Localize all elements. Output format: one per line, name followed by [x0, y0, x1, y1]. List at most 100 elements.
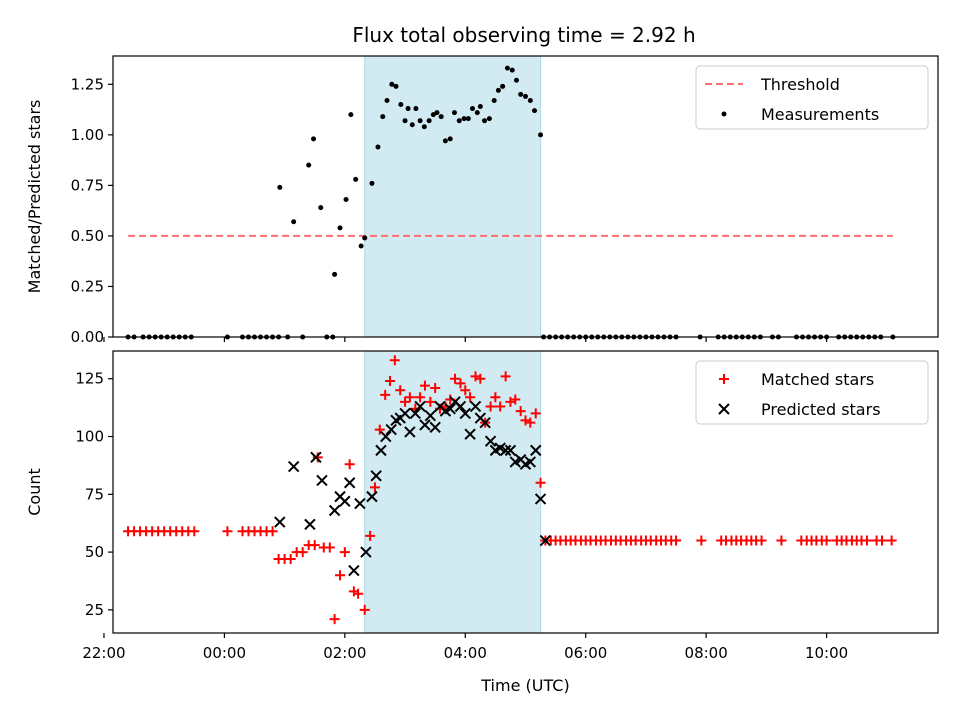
matched-star-point [189, 526, 200, 537]
matched-star-point [285, 554, 296, 565]
matched-star-point [380, 389, 391, 400]
top-legend: Threshold Measurements [695, 65, 929, 130]
legend-label: Threshold [760, 75, 840, 94]
measurement-point [362, 235, 368, 241]
predicted-star-point [524, 456, 537, 468]
matched-star-point [525, 417, 536, 428]
bottom-y-tick-label: 100 [75, 428, 104, 446]
matched-star-point [485, 401, 496, 412]
predicted-star-point [459, 407, 471, 420]
measurement-point [405, 106, 411, 112]
bottom-y-tick-label: 50 [85, 543, 104, 561]
predicted-star-point [539, 534, 552, 547]
matched-star-point [267, 526, 278, 537]
matched-star-point [500, 371, 511, 382]
measurement-point [369, 180, 375, 186]
x-tick-label: 00:00 [203, 644, 246, 662]
measurement-point [402, 118, 408, 124]
measurement-point [518, 91, 524, 97]
measurement-point [398, 102, 404, 108]
measurement-point [343, 197, 349, 203]
x-tick-label: 04:00 [444, 644, 487, 662]
measurement-point [447, 136, 453, 142]
predicted-star-point [343, 477, 356, 489]
measurement-point [291, 219, 297, 225]
bottom-y-tick-label: 25 [85, 601, 104, 619]
predicted-star-point [328, 504, 341, 517]
matched-star-point [419, 380, 430, 391]
matched-star-point [490, 392, 501, 403]
predicted-star-point [409, 407, 422, 420]
top-y-tick-label: 1.00 [71, 126, 104, 144]
predicted-star-point [366, 490, 378, 503]
legend-matched-swatch [719, 374, 729, 384]
measurement-point [426, 118, 432, 124]
measurement-point [504, 65, 510, 71]
matched-star-point [324, 542, 335, 553]
legend-predicted-swatch [718, 403, 730, 415]
top-y-tick-label: 0.50 [71, 227, 104, 245]
predicted-star-point [316, 474, 328, 487]
matched-star-point [297, 547, 308, 558]
predicted-star-point [429, 421, 441, 433]
matched-star-point [465, 392, 476, 403]
matched-star-point [335, 570, 346, 581]
predicted-star-point [424, 410, 437, 422]
measurement-point [513, 77, 519, 83]
measurement-point [470, 106, 476, 112]
predicted-star-point [404, 426, 416, 438]
matched-star-point [696, 535, 707, 546]
x-tick-label: 08:00 [685, 644, 728, 662]
predicted-star-point [399, 407, 411, 420]
legend-measurements-swatch [721, 111, 727, 117]
matched-star-point [505, 396, 516, 407]
matched-star-point [886, 535, 897, 546]
matched-star-point [369, 482, 380, 493]
x-tick-label: 10:00 [805, 644, 848, 662]
measurement-point [318, 205, 324, 211]
measurement-point [491, 97, 497, 103]
bottom-legend-box [695, 360, 929, 425]
predicted-star-point [469, 400, 482, 413]
top-axes-frame [112, 55, 939, 338]
matched-star-point [365, 530, 376, 541]
matched-star-point [222, 526, 233, 537]
top-y-tick-label: 0.00 [71, 328, 104, 346]
measurement-point [442, 138, 448, 144]
matched-star-point [510, 394, 521, 405]
x-tick-label: 02:00 [323, 644, 366, 662]
measurement-point [358, 243, 364, 249]
measurement-point [337, 225, 343, 231]
matched-star-point [312, 452, 323, 463]
measurement-point [413, 106, 419, 112]
measurement-point [393, 83, 399, 89]
predicted-star-point [534, 493, 547, 505]
measurement-point [375, 144, 381, 150]
measurement-point [477, 104, 483, 110]
top-y-axis-label: Matched/Predicted stars [25, 100, 44, 294]
matched-star-point [389, 355, 400, 366]
measurement-point [500, 83, 506, 89]
matched-star-point [425, 396, 436, 407]
bottom-axes-frame [112, 350, 939, 634]
measurement-point [495, 87, 501, 93]
matched-star-point [455, 378, 466, 389]
matched-star-point [475, 373, 486, 384]
matched-star-point [535, 477, 546, 488]
matched-star-point [530, 408, 541, 419]
measurement-point [486, 116, 492, 122]
matched-star-point [876, 535, 887, 546]
measurement-point [456, 118, 462, 124]
matched-star-point [515, 406, 526, 417]
predicted-star-point [370, 470, 382, 482]
matched-star-point [671, 535, 682, 546]
x-axis-label: Time (UTC) [480, 676, 569, 695]
measurement-point [523, 93, 528, 99]
legend-label: Measurements [761, 105, 879, 124]
measurement-point [434, 110, 440, 116]
predicted-star-point [310, 451, 322, 464]
bottom-series-matched-stars [123, 355, 897, 625]
bottom-observing-span [364, 350, 542, 634]
legend-label: Predicted stars [761, 400, 881, 419]
predicted-star-point [484, 435, 497, 447]
